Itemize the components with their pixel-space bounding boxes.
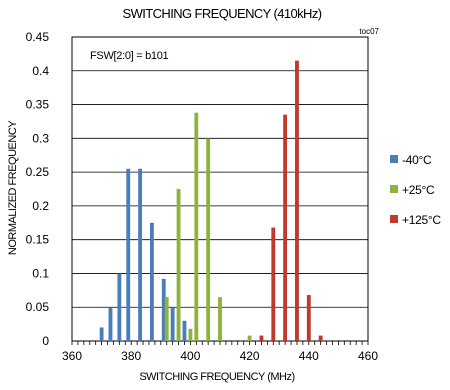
legend-swatch: [390, 185, 398, 193]
bar: [247, 335, 252, 341]
bar: [126, 168, 131, 341]
bar: [271, 227, 276, 341]
bar-layer: [99, 60, 323, 342]
x-tick-label: 440: [299, 349, 319, 363]
legend-swatch: [390, 155, 398, 163]
y-tick-label: 0.35: [26, 98, 50, 112]
y-axis-label: NORMALIZED FREQUENCY: [7, 120, 19, 255]
x-axis-label: SWITCHING FREQUENCY (MHz): [139, 371, 294, 383]
bar: [306, 295, 311, 341]
bar: [170, 307, 175, 341]
chart-corner-note: toc07: [359, 27, 379, 36]
x-tick-label: 380: [121, 349, 141, 363]
bar: [194, 112, 199, 341]
y-tick-label: 0.1: [32, 266, 49, 280]
grid-layer: [71, 36, 369, 342]
y-tick-label: 0.15: [26, 233, 50, 247]
bar: [206, 138, 211, 341]
bar: [149, 222, 154, 341]
bar: [176, 189, 181, 341]
chart-annotation: FSW[2:0] = b101: [90, 50, 169, 62]
bar: [164, 297, 169, 341]
bar: [138, 168, 143, 341]
plot-frame: [71, 36, 369, 342]
legend-swatch: [390, 215, 398, 223]
legend-label: +125°C: [402, 213, 441, 227]
x-tick-label: 420: [240, 349, 260, 363]
legend-label: -40°C: [402, 153, 432, 167]
bar: [188, 328, 193, 341]
bar: [283, 114, 288, 341]
y-tick-label: 0.2: [32, 199, 49, 213]
y-tick-label: 0.05: [26, 300, 50, 314]
x-tick-label: 360: [62, 349, 82, 363]
bar: [99, 327, 104, 341]
chart-title: SWITCHING FREQUENCY (410kHz): [123, 6, 322, 21]
bar: [218, 297, 222, 341]
y-tick-label: 0.45: [26, 30, 50, 44]
x-tick-label: 460: [358, 349, 378, 363]
y-tick-label: 0.4: [32, 64, 49, 78]
legend-label: +25°C: [402, 183, 435, 197]
bar: [161, 278, 166, 341]
y-tick-label: 0.25: [26, 165, 50, 179]
bar: [318, 335, 323, 341]
bar: [108, 307, 113, 341]
bar: [117, 273, 122, 341]
y-tick-label: 0: [42, 334, 49, 348]
y-tick-label: 0.3: [32, 131, 49, 145]
bar: [259, 335, 264, 341]
bar: [295, 60, 299, 342]
x-tick-label: 400: [180, 349, 200, 363]
bar: [182, 320, 187, 341]
legend: -40°C +25°C +125°C: [390, 153, 442, 227]
axis-layer: 0 0.05 0.1 0.15 0.2 0.25 0.3 0.35 0.4 0.45 360 380 4…: [26, 30, 379, 363]
